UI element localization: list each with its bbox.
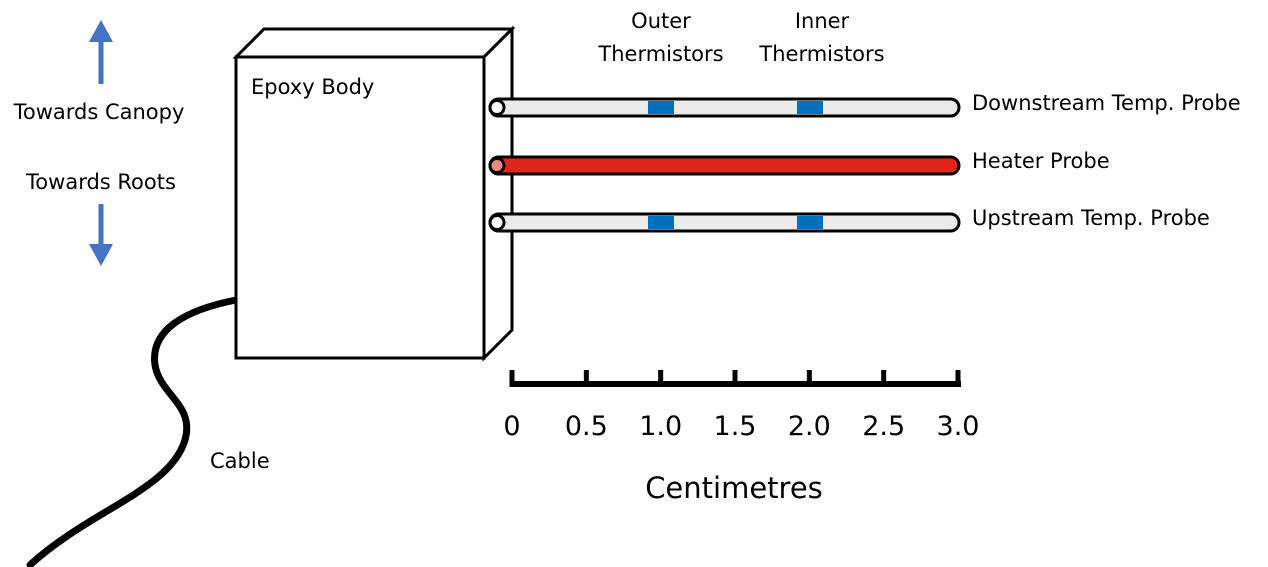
- outer-thermistor-downstream: [648, 101, 674, 114]
- inner-thermistor-upstream: [797, 216, 823, 229]
- towards-roots-label: Towards Roots: [25, 170, 176, 194]
- scale-tick-label: 2.0: [788, 411, 831, 442]
- scale-bar: 0 0.5 1.0 1.5 2.0 2.5 3.0: [503, 370, 979, 442]
- scale-tick-label: 2.5: [862, 411, 905, 442]
- scale-tick-label: 0: [503, 411, 520, 442]
- cable: [26, 296, 240, 567]
- towards-canopy-label: Towards Canopy: [13, 100, 185, 124]
- inner-thermistor-downstream: [797, 101, 823, 114]
- inner-thermistors-label-line1: Inner: [795, 9, 850, 33]
- scale-tick-label: 1.0: [639, 411, 682, 442]
- upstream-probe-label: Upstream Temp. Probe: [972, 206, 1210, 230]
- downstream-temp-probe: [488, 97, 961, 118]
- scale-tick-label: 3.0: [937, 411, 980, 442]
- inner-thermistors-label-line2: Thermistors: [758, 42, 884, 66]
- heater-probe-label: Heater Probe: [972, 149, 1110, 173]
- outer-thermistors-label-line2: Thermistors: [597, 42, 723, 66]
- heater-probe: [488, 155, 961, 176]
- towards-canopy-arrow: [89, 20, 113, 84]
- outer-thermistors-label-line1: Outer: [631, 9, 691, 33]
- scale-tick-label: 1.5: [714, 411, 757, 442]
- downstream-probe-label: Downstream Temp. Probe: [972, 91, 1241, 115]
- scale-title: Centimetres: [645, 471, 823, 505]
- epoxy-body-label: Epoxy Body: [251, 75, 374, 99]
- cable-label: Cable: [210, 449, 270, 473]
- outer-thermistor-upstream: [648, 216, 674, 229]
- upstream-temp-probe: [488, 212, 961, 233]
- scale-tick-label: 0.5: [565, 411, 608, 442]
- towards-roots-arrow: [89, 204, 113, 266]
